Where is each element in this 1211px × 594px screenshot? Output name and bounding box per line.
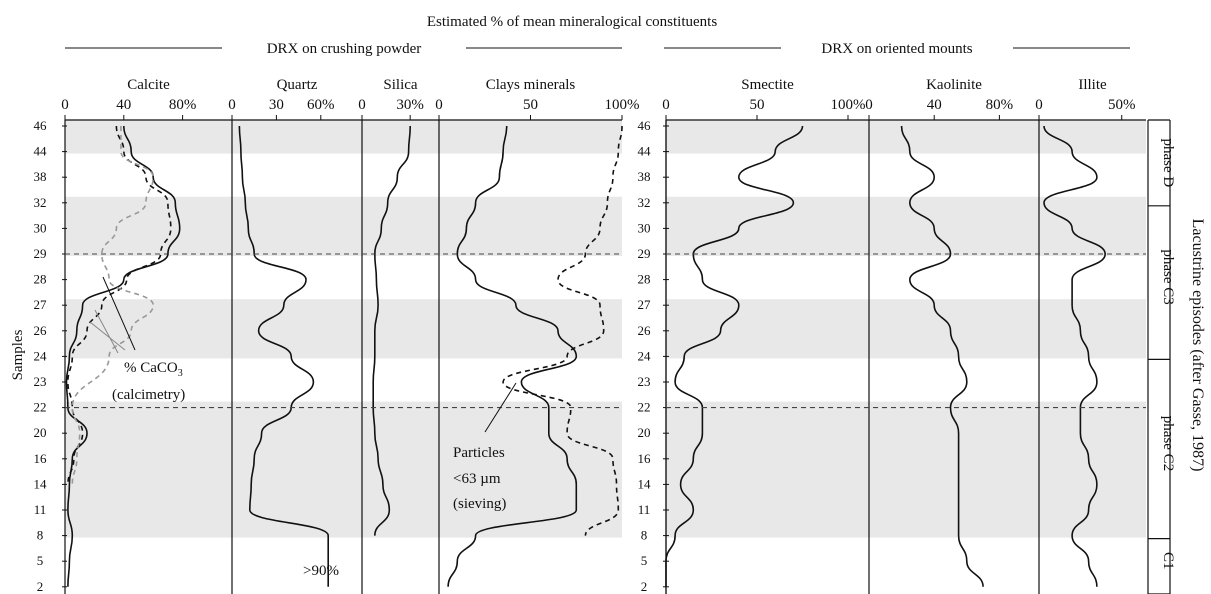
sample-label: 44 [638,144,652,159]
sample-label: 24 [638,348,652,363]
sample-label: 26 [638,323,652,338]
panel-title: Smectite [741,77,794,93]
group-header-crushing: DRX on crushing powder [65,41,622,57]
sample-label: 8 [37,528,44,543]
sample-label: 23 [638,374,651,389]
sample-label: 29 [34,246,47,261]
sample-label: 26 [34,323,48,338]
sample-label: 11 [34,502,47,517]
sample-label: 27 [34,297,48,312]
y-axis-label: Samples [10,329,26,380]
panel-tick-label: 40 [927,97,942,113]
lacustrine-episodes: phase D phase C3 phase C2 C1 [1148,120,1176,594]
particles-label-2: <63 µm [453,471,501,487]
sample-label: 11 [638,502,651,517]
panel-tick-label: 60% [307,97,335,113]
particles-label-3: (sieving) [453,496,506,512]
caco3-label-2: (calcimetry) [112,387,185,403]
panel-title: Clays minerals [486,77,576,93]
sample-label: 44 [34,144,48,159]
sample-label: 20 [34,425,47,440]
panel-tick-label: 0 [662,97,670,113]
shaded-band [65,402,622,538]
panel-title: Quartz [277,77,318,93]
sample-label: 30 [638,220,651,235]
sample-label: 30 [34,220,47,235]
sample-label: 38 [34,169,47,184]
sample-label: 20 [638,425,651,440]
panel-tick-label: 100% [605,97,640,113]
sample-label: 14 [638,476,652,491]
sample-label: 23 [34,374,47,389]
sample-label: 14 [34,476,48,491]
sample-label: 32 [638,195,651,210]
panel-title: Calcite [127,77,170,93]
shaded-band [65,299,622,358]
sample-label: 29 [638,246,651,261]
sample-label: 5 [37,553,44,568]
shaded-band [666,402,1146,538]
panel-tick-label: 0 [1035,97,1043,113]
shaded-band [666,120,1146,154]
panel-tick-label: 0 [865,97,873,113]
panel-tick-label: 80% [169,97,197,113]
sample-label: 28 [638,272,651,287]
group-label-oriented: DRX on oriented mounts [821,41,972,57]
shaded-band [666,197,1146,256]
panel-title: Silica [383,77,418,93]
panel-tick-label: 50 [523,97,538,113]
panel-tick-label: 0 [435,97,443,113]
episode-label: phase C2 [1160,416,1176,471]
panel-tick-label: 40 [116,97,131,113]
sample-label: 24 [34,348,48,363]
panel-title: Illite [1078,77,1107,93]
sample-label: 2 [641,579,648,594]
panel-tick-label: 0 [61,97,69,113]
sample-label: 16 [638,451,652,466]
quartz-over-label: >90% [303,563,339,579]
panel-tick-label: 80% [986,97,1014,113]
particles-label-1: Particles [453,445,505,461]
panel-tick-label: 50 [750,97,765,113]
sample-label: 22 [34,400,47,415]
sample-label: 16 [34,451,48,466]
episode-label: phase D [1160,139,1176,188]
panel-tick-label: 30 [269,97,284,113]
panel-tick-label: 100% [831,97,866,113]
group-header-oriented: DRX on oriented mounts [664,41,1130,57]
shaded-band [65,120,622,154]
sample-label: 32 [34,195,47,210]
chart-title: Estimated % of mean mineralogical consti… [427,14,717,30]
sample-label: 8 [641,528,648,543]
episode-label: C1 [1160,552,1176,570]
caco3-label: % CaCO3 [124,360,183,379]
sample-label: 27 [638,297,652,312]
panel-tick-label: 30% [396,97,424,113]
sample-label: 28 [34,272,47,287]
shaded-band [65,197,622,256]
panel-title: Kaolinite [926,77,982,93]
sample-label: 22 [638,400,651,415]
panel-tick-label: 50% [1108,97,1136,113]
group-label-crushing: DRX on crushing powder [267,41,422,57]
shaded-bands [65,120,1146,538]
sample-label: 46 [638,118,652,133]
episode-label: phase C3 [1160,249,1176,304]
sample-label: 46 [34,118,48,133]
sample-label: 5 [641,553,648,568]
panel-tick-label: 0 [228,97,236,113]
episodes-title: Lacustrine episodes (after Gasse, 1987) [1189,219,1206,472]
sample-label: 38 [638,169,651,184]
panel-tick-label: 0 [358,97,366,113]
sample-label: 2 [37,579,44,594]
